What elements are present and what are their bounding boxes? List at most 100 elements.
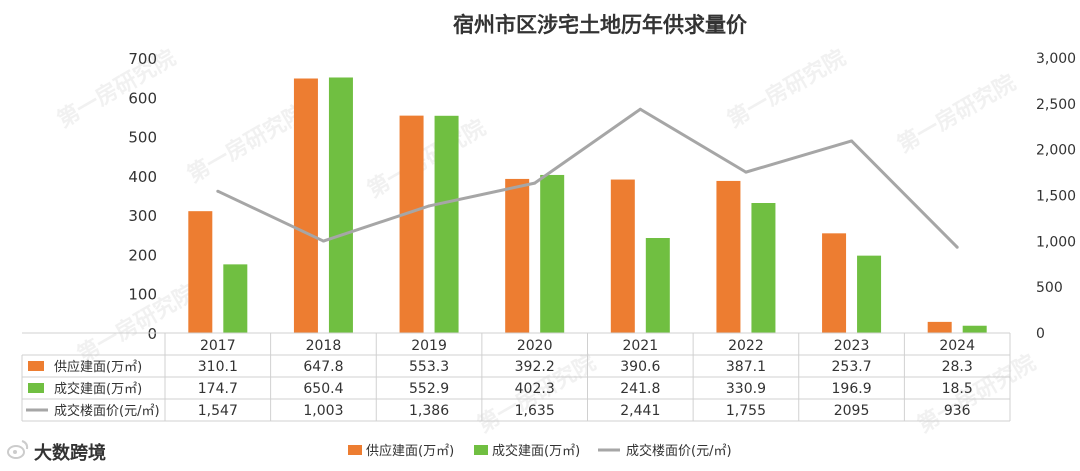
left-axis-tick-label: 200 xyxy=(128,246,157,264)
left-y-axis: 0 100 200 300 400 500 600 700 xyxy=(128,50,157,343)
table-header-2019: 2019 xyxy=(411,338,447,354)
table-cell: 1,386 xyxy=(409,403,449,419)
table-row-label-2: 成交楼面价(元/㎡) xyxy=(54,403,160,419)
table-cell: 936 xyxy=(944,403,971,419)
bar-series xyxy=(188,77,987,334)
table-legend-key-0 xyxy=(28,361,44,371)
bar-supply-2024 xyxy=(927,321,952,333)
table-cell: 253.7 xyxy=(832,359,872,375)
bar-supply-2021 xyxy=(610,179,635,333)
table-cell: 1,755 xyxy=(726,403,766,419)
right-axis-tick-label: 500 xyxy=(1036,280,1063,296)
legend-label-0: 供应建面(万㎡) xyxy=(366,443,454,459)
table-cell: 390.6 xyxy=(620,359,660,375)
table-cell: 1,003 xyxy=(303,403,343,419)
right-axis-tick-label: 1,500 xyxy=(1036,189,1076,205)
watermark-text: 第一房研究院 xyxy=(363,115,490,204)
legend-key-0 xyxy=(348,445,362,455)
table-cell: 196.9 xyxy=(832,381,872,397)
table-legend-key-1 xyxy=(28,383,44,393)
watermark-text: 第一房研究院 xyxy=(183,100,310,189)
right-axis-tick-label: 1,000 xyxy=(1036,234,1076,250)
table-header-2018: 2018 xyxy=(306,338,342,354)
price-point-2023 xyxy=(850,139,854,143)
bar-supply-2018 xyxy=(293,78,318,333)
price-point-2021 xyxy=(638,107,642,111)
table-cell: 1,635 xyxy=(515,403,555,419)
table-cell: 553.3 xyxy=(409,359,449,375)
left-axis-tick-label: 0 xyxy=(147,325,157,343)
chart-title: 宿州市区涉宅土地历年供求量价 xyxy=(453,13,748,37)
table-cell: 330.9 xyxy=(726,381,766,397)
bar-supply-2023 xyxy=(822,233,847,333)
right-axis-tick-label: 3,000 xyxy=(1036,51,1076,67)
table-header-2021: 2021 xyxy=(622,338,658,354)
bar-deal-2019 xyxy=(434,115,459,334)
bar-deal-2022 xyxy=(751,203,776,333)
price-point-2018 xyxy=(321,239,325,243)
line-series xyxy=(216,107,959,249)
bar-deal-2023 xyxy=(857,255,882,333)
table-cell: 1,547 xyxy=(198,403,238,419)
bar-deal-2021 xyxy=(645,238,670,333)
table-cell: 241.8 xyxy=(620,381,660,397)
bar-deal-2017 xyxy=(223,264,248,333)
table-row-label-0: 供应建面(万㎡) xyxy=(54,359,142,375)
bar-supply-2022 xyxy=(716,180,741,333)
data-table: 2017 2018 2019 2020 2021 2022 2023 2024 供应建面(万㎡)… xyxy=(21,332,1011,422)
table-cell: 310.1 xyxy=(198,359,238,375)
brand-text: 大数跨境 xyxy=(34,442,106,464)
price-line xyxy=(217,107,959,249)
left-axis-tick-label: 100 xyxy=(128,286,157,304)
table-row-label-1: 成交建面(万㎡) xyxy=(54,381,142,397)
weibo-logo-icon xyxy=(7,440,29,459)
table-cell: 28.3 xyxy=(942,359,973,375)
left-axis-tick-label: 500 xyxy=(128,129,157,147)
table-header-2017: 2017 xyxy=(200,338,236,354)
bar-deal-2024 xyxy=(962,325,987,333)
legend-key-1 xyxy=(474,445,488,455)
right-axis-tick-label: 0 xyxy=(1036,326,1045,342)
table-cell: 650.4 xyxy=(303,381,343,397)
bar-deal-2020 xyxy=(540,174,565,333)
bar-deal-2018 xyxy=(328,77,353,333)
right-axis-tick-label: 2,000 xyxy=(1036,143,1076,159)
brand-mark: 大数跨境 xyxy=(7,440,106,464)
legend-label-2: 成交楼面价(元/㎡) xyxy=(626,443,732,459)
left-axis-tick-label: 600 xyxy=(128,89,157,107)
table-header-2022: 2022 xyxy=(728,338,764,354)
bar-supply-2019 xyxy=(399,115,424,333)
table-cell: 647.8 xyxy=(303,359,343,375)
price-point-2022 xyxy=(744,170,748,174)
bar-supply-2017 xyxy=(188,211,213,333)
right-y-axis: 0 500 1,000 1,500 2,000 2,500 3,000 xyxy=(1036,51,1076,342)
table-cell: 18.5 xyxy=(942,381,973,397)
right-axis-tick-label: 2,500 xyxy=(1036,97,1076,113)
price-point-2024 xyxy=(955,245,959,249)
table-header-2024: 2024 xyxy=(939,338,975,354)
watermark-text: 第一房研究院 xyxy=(723,45,850,134)
table-cell: 392.2 xyxy=(515,359,555,375)
left-axis-tick-label: 300 xyxy=(128,207,157,225)
watermark-text: 第一房研究院 xyxy=(913,350,1040,439)
table-cell: 387.1 xyxy=(726,359,766,375)
legend-label-1: 成交建面(万㎡) xyxy=(492,443,580,459)
legend: 供应建面(万㎡) 成交建面(万㎡) 成交楼面价(元/㎡) xyxy=(348,443,732,459)
price-point-2019 xyxy=(427,204,431,208)
price-point-2020 xyxy=(533,181,537,185)
watermark-text: 第一房研究院 xyxy=(53,45,180,134)
left-axis-tick-label: 400 xyxy=(128,168,157,186)
table-header-2023: 2023 xyxy=(834,338,870,354)
table-cell: 402.3 xyxy=(515,381,555,397)
table-cell: 552.9 xyxy=(409,381,449,397)
watermark-text: 第一房研究院 xyxy=(893,70,1020,159)
table-header-2020: 2020 xyxy=(517,338,553,354)
left-axis-tick-label: 700 xyxy=(128,50,157,68)
table-cell: 2,441 xyxy=(620,403,660,419)
price-point-2017 xyxy=(216,189,220,193)
table-cell: 2095 xyxy=(834,403,870,419)
bar-supply-2020 xyxy=(505,178,530,333)
table-cell: 174.7 xyxy=(198,381,238,397)
